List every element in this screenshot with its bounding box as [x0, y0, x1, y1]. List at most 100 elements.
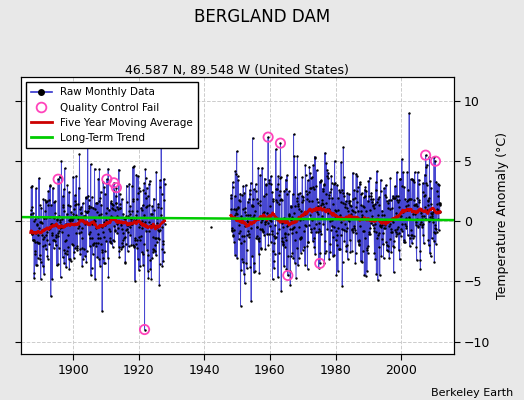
Point — [253, 224, 261, 230]
Point — [239, 233, 248, 239]
Point — [386, 236, 394, 242]
Point — [299, 196, 308, 203]
Point — [56, 219, 64, 225]
Point — [46, 214, 54, 220]
Point — [96, 262, 104, 269]
Point — [117, 240, 126, 246]
Point — [99, 255, 107, 262]
Point — [310, 153, 319, 160]
Point — [65, 266, 73, 272]
Point — [29, 236, 37, 243]
Point — [144, 275, 152, 281]
Point — [434, 227, 443, 233]
Point — [277, 196, 285, 202]
Point — [416, 248, 424, 254]
Point — [60, 165, 69, 172]
Point — [335, 187, 343, 194]
Point — [259, 214, 267, 220]
Point — [246, 187, 254, 193]
Point — [67, 215, 75, 222]
Point — [83, 209, 92, 215]
Point — [380, 185, 388, 191]
Point — [401, 206, 409, 213]
Point — [98, 308, 106, 314]
Point — [363, 216, 371, 222]
Point — [280, 230, 289, 236]
Point — [422, 164, 430, 170]
Point — [83, 209, 91, 215]
Point — [276, 188, 284, 194]
Point — [329, 234, 337, 240]
Point — [390, 244, 398, 250]
Point — [416, 256, 424, 263]
Point — [84, 208, 92, 214]
Point — [227, 227, 236, 233]
Point — [36, 256, 45, 263]
Point — [283, 231, 292, 237]
Point — [71, 212, 80, 218]
Point — [286, 268, 294, 274]
Point — [377, 236, 386, 242]
Point — [299, 216, 307, 222]
Point — [112, 184, 121, 191]
Point — [133, 208, 141, 214]
Point — [300, 210, 308, 216]
Point — [302, 196, 311, 202]
Point — [245, 233, 253, 240]
Point — [286, 282, 294, 288]
Point — [387, 248, 396, 255]
Point — [289, 131, 298, 138]
Point — [61, 250, 69, 256]
Point — [118, 196, 126, 202]
Point — [388, 193, 397, 199]
Point — [63, 244, 72, 250]
Point — [91, 206, 99, 212]
Point — [232, 171, 241, 177]
Point — [341, 201, 350, 207]
Point — [318, 212, 326, 219]
Point — [30, 218, 38, 224]
Point — [141, 219, 149, 226]
Point — [38, 232, 47, 238]
Point — [28, 230, 36, 237]
Point — [341, 204, 349, 210]
Point — [291, 173, 300, 180]
Point — [73, 244, 82, 251]
Point — [325, 205, 333, 212]
Point — [97, 202, 105, 208]
Point — [299, 194, 308, 200]
Point — [132, 241, 140, 248]
Point — [288, 226, 296, 232]
Point — [379, 211, 388, 218]
Point — [228, 228, 236, 234]
Point — [348, 227, 356, 234]
Point — [355, 238, 363, 244]
Point — [140, 241, 148, 247]
Point — [365, 174, 374, 181]
Point — [374, 232, 382, 238]
Point — [368, 216, 377, 222]
Point — [247, 225, 255, 232]
Point — [292, 229, 300, 236]
Point — [294, 201, 303, 208]
Point — [404, 196, 412, 203]
Point — [372, 187, 380, 193]
Point — [74, 201, 83, 207]
Point — [348, 170, 357, 176]
Point — [414, 180, 423, 187]
Point — [251, 208, 259, 214]
Point — [124, 229, 133, 236]
Point — [346, 213, 355, 219]
Point — [128, 196, 137, 202]
Point — [331, 207, 339, 213]
Point — [127, 242, 136, 248]
Point — [27, 230, 36, 237]
Point — [231, 168, 239, 174]
Point — [273, 230, 281, 236]
Point — [62, 221, 71, 228]
Point — [72, 229, 81, 236]
Point — [336, 232, 345, 238]
Point — [334, 195, 342, 202]
Point — [234, 177, 242, 184]
Point — [429, 238, 438, 244]
